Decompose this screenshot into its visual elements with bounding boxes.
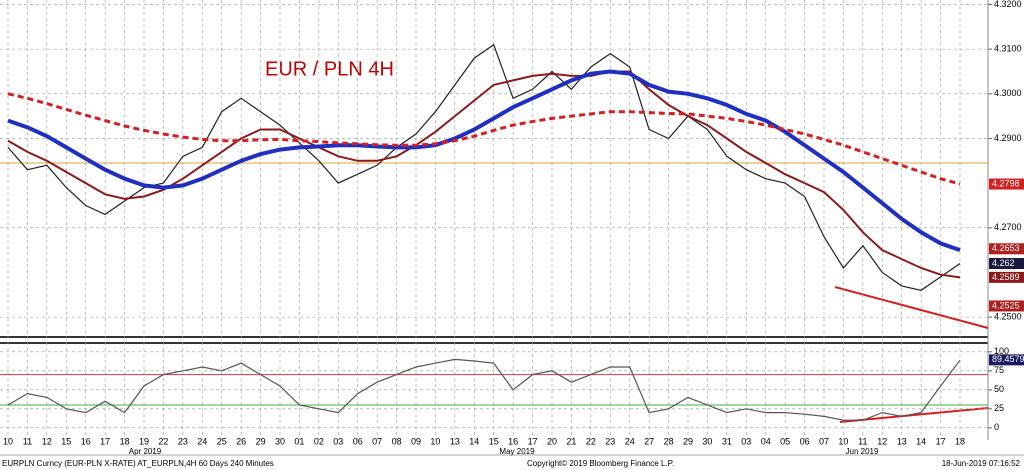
month-label: Jun 2019 — [846, 447, 879, 456]
x-tick-label: 03 — [741, 436, 751, 446]
x-tick-label: 03 — [333, 436, 343, 446]
x-tick-label: 02 — [314, 436, 324, 446]
x-tick-label: 20 — [547, 436, 557, 446]
x-tick-label: 16 — [81, 436, 91, 446]
x-tick-label: 31 — [722, 436, 732, 446]
value-badge-label: 4.262 — [992, 258, 1015, 268]
x-tick-label: 22 — [586, 436, 596, 446]
x-tick-label: 18 — [120, 436, 130, 446]
x-tick-label: 25 — [217, 436, 227, 446]
y-tick-label: 4.3000 — [994, 88, 1022, 98]
x-tick-label: 30 — [275, 436, 285, 446]
x-tick-label: 14 — [469, 436, 479, 446]
x-tick-label: 07 — [819, 436, 829, 446]
x-tick-label: 06 — [800, 436, 810, 446]
x-tick-label: 10 — [430, 436, 440, 446]
x-tick-label: 27 — [644, 436, 654, 446]
x-tick-label: 18 — [955, 436, 965, 446]
footer-right: 18-Jun-2019 07:16:52 — [942, 459, 1021, 468]
x-tick-label: 28 — [664, 436, 674, 446]
x-tick-label: 24 — [625, 436, 635, 446]
x-tick-label: 22 — [158, 436, 168, 446]
x-tick-label: 10 — [838, 436, 848, 446]
value-badge-label: 4.2798 — [992, 178, 1020, 188]
value-badge-label: 4.2525 — [992, 300, 1020, 310]
y-tick-label: 4.2700 — [994, 222, 1022, 232]
x-tick-label: 10 — [3, 436, 13, 446]
x-tick-label: 16 — [508, 436, 518, 446]
x-tick-label: 30 — [702, 436, 712, 446]
value-badge — [989, 271, 1024, 283]
x-tick-label: 23 — [178, 436, 188, 446]
x-tick-label: 21 — [566, 436, 576, 446]
value-badge-label: 4.2653 — [992, 243, 1020, 253]
trend-line — [834, 286, 989, 329]
x-tick-label: 13 — [450, 436, 460, 446]
y-tick-label: 100 — [994, 346, 1009, 356]
x-tick-label: 23 — [605, 436, 615, 446]
x-tick-label: 08 — [392, 436, 402, 446]
x-tick-label: 09 — [411, 436, 421, 446]
y-tick-label: 0 — [994, 422, 999, 432]
value-badge — [989, 300, 1024, 312]
value-badge — [989, 258, 1024, 270]
x-tick-label: 05 — [780, 436, 790, 446]
x-tick-label: 11 — [23, 436, 32, 446]
y-tick-label: 50 — [994, 384, 1004, 394]
x-tick-label: 17 — [100, 436, 110, 446]
x-tick-label: 29 — [683, 436, 693, 446]
x-tick-label: 04 — [761, 436, 771, 446]
x-tick-label: 01 — [294, 436, 304, 446]
x-tick-label: 19 — [139, 436, 149, 446]
x-tick-label: 26 — [236, 436, 246, 446]
chart-title: EUR / PLN 4H — [265, 58, 394, 80]
series-line — [7, 92, 961, 186]
x-tick-label: 15 — [61, 436, 71, 446]
x-tick-label: 12 — [42, 436, 52, 446]
x-tick-label: 14 — [916, 436, 926, 446]
x-tick-label: 17 — [936, 436, 946, 446]
month-label: Apr 2019 — [129, 447, 162, 456]
x-tick-label: 07 — [372, 436, 382, 446]
value-badge — [989, 243, 1024, 255]
y-tick-label: 4.3200 — [994, 0, 1022, 9]
x-tick-label: 29 — [256, 436, 266, 446]
x-tick-label: 15 — [489, 436, 499, 446]
x-tick-label: 17 — [528, 436, 538, 446]
x-tick-label: 24 — [197, 436, 207, 446]
series-line — [7, 43, 961, 291]
y-tick-label: 4.2900 — [994, 133, 1022, 143]
y-tick-label: 4.3100 — [994, 44, 1022, 54]
value-badge-label: 4.2589 — [992, 272, 1020, 282]
series-line — [7, 358, 961, 421]
y-tick-label: 75 — [994, 365, 1004, 375]
x-tick-label: 13 — [897, 436, 907, 446]
y-tick-label: 25 — [994, 403, 1004, 413]
x-tick-label: 12 — [877, 436, 887, 446]
value-badge — [989, 354, 1024, 366]
value-badge-label: 89.4579 — [992, 354, 1024, 364]
month-label: May 2019 — [499, 447, 535, 456]
footer-left: EURPLN Curncy (EUR-PLN X-RATE) AT_EURPLN… — [2, 459, 274, 468]
x-tick-label: 06 — [353, 436, 363, 446]
y-tick-label: 4.2500 — [994, 312, 1022, 322]
footer-center: Copyright© 2019 Bloomberg Finance L.P. — [527, 459, 674, 468]
series-line — [7, 69, 961, 252]
value-badge — [989, 178, 1024, 190]
x-tick-label: 11 — [858, 436, 867, 446]
